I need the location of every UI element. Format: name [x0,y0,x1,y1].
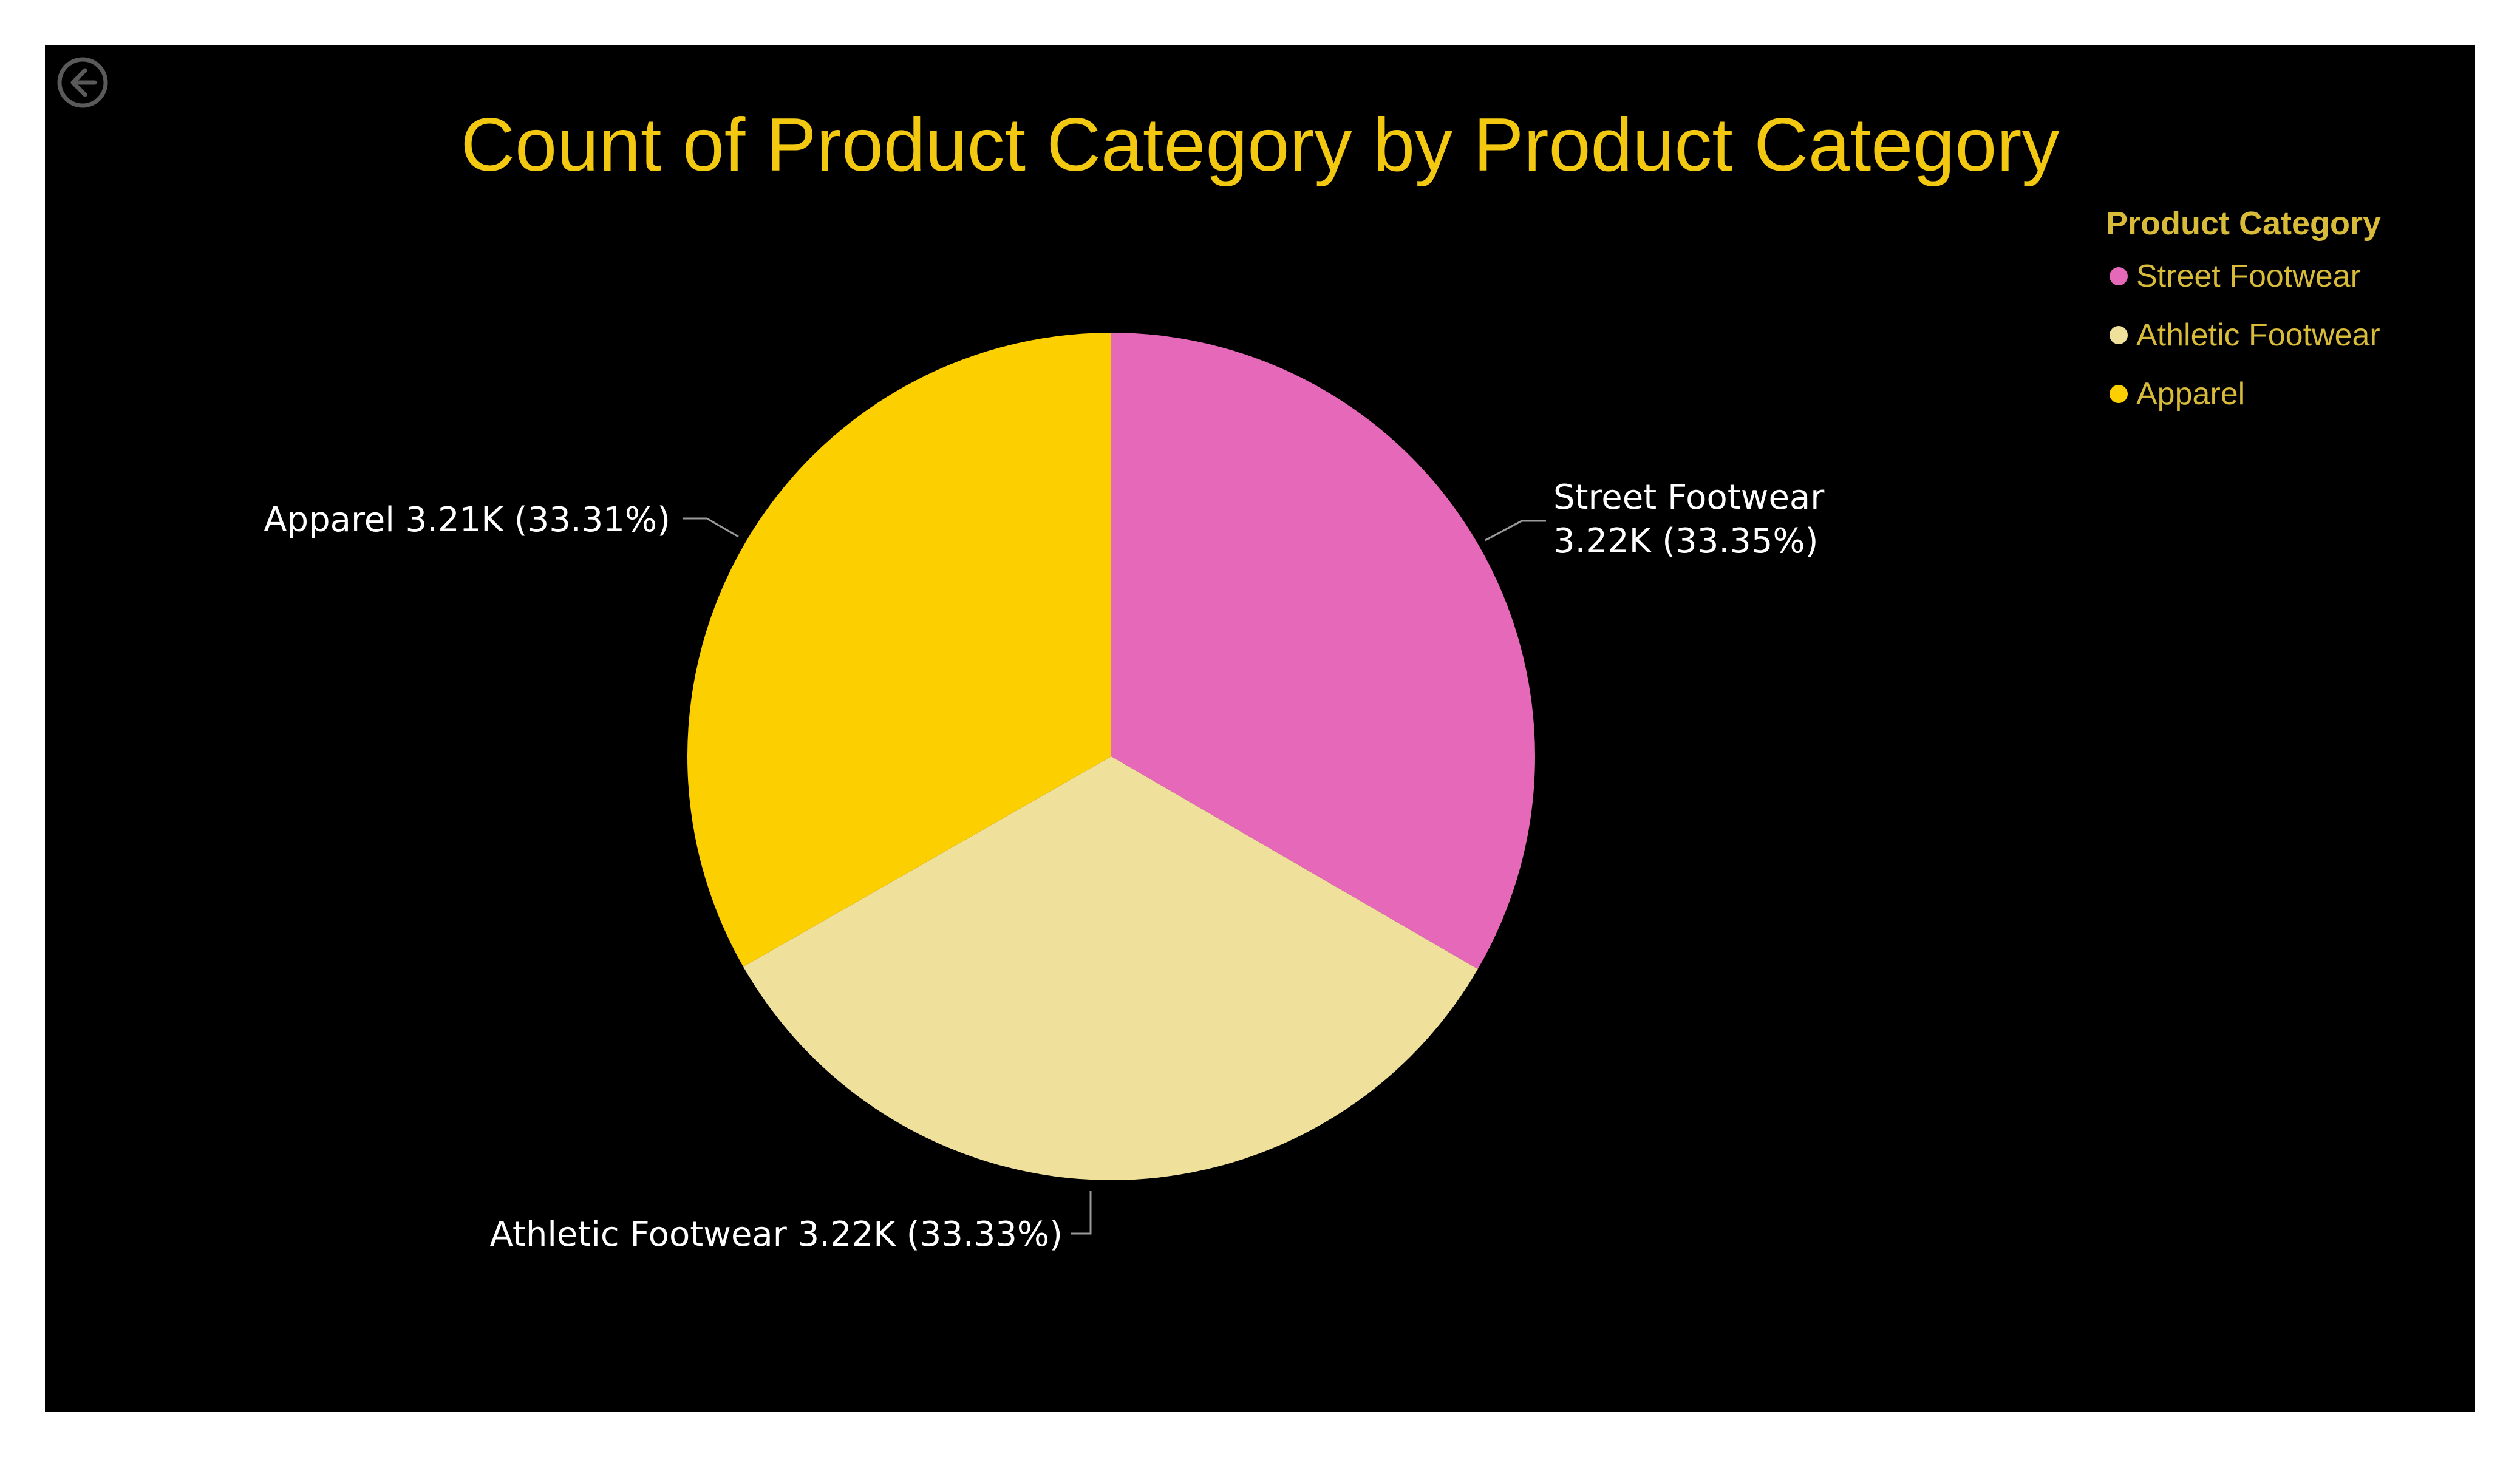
legend-title: Product Category [2106,205,2382,242]
legend-dot-athletic-footwear [2110,325,2128,344]
leader-line-street-footwear [1485,520,1546,542]
data-label-athletic-footwear-text: Athletic Footwear 3.22K (33.33%) [490,1215,1063,1254]
chart-title: Count of Product Category by Product Cat… [460,103,2060,187]
data-label-athletic-footwear: Athletic Footwear 3.22K (33.33%) [490,1191,1092,1254]
legend-dot-street-footwear [2110,267,2128,285]
legend-dot-apparel [2110,384,2128,403]
data-label-street-footwear: Street Footwear 3.22K (33.35%) [1485,478,1825,561]
data-label-street-footwear-line1: Street Footwear [1553,478,1825,517]
leader-line-athletic-footwear [1071,1191,1092,1235]
chart-canvas: Count of Product Category by Product Cat… [45,45,2475,1412]
legend-item-street-footwear[interactable]: Street Footwear [2106,246,2381,305]
pie-slice-athletic-footwear[interactable] [743,756,1478,1180]
legend-label-apparel: Apparel [2136,376,2246,412]
legend-label-street-footwear: Street Footwear [2136,258,2361,294]
pie-slice-apparel[interactable] [687,333,1111,967]
back-button[interactable] [56,56,109,109]
data-label-apparel-text: Apparel 3.21K (33.31%) [264,500,670,540]
legend-item-apparel[interactable]: Apparel [2106,364,2381,423]
legend-item-athletic-footwear[interactable]: Athletic Footwear [2106,305,2381,364]
pie-chart: Street Footwear 3.22K (33.35%) Apparel 3… [264,333,1825,1254]
back-arrow-icon [57,57,108,108]
leader-line-apparel [683,517,739,538]
pie-slices [687,333,1535,1180]
legend-label-athletic-footwear: Athletic Footwear [2136,317,2380,353]
legend: Product Category Street Footwear Athleti… [2106,200,2381,423]
data-label-apparel: Apparel 3.21K (33.31%) [264,500,739,540]
pie-slice-street-footwear[interactable] [1111,333,1535,970]
data-label-street-footwear-line2: 3.22K (33.35%) [1553,521,1818,561]
